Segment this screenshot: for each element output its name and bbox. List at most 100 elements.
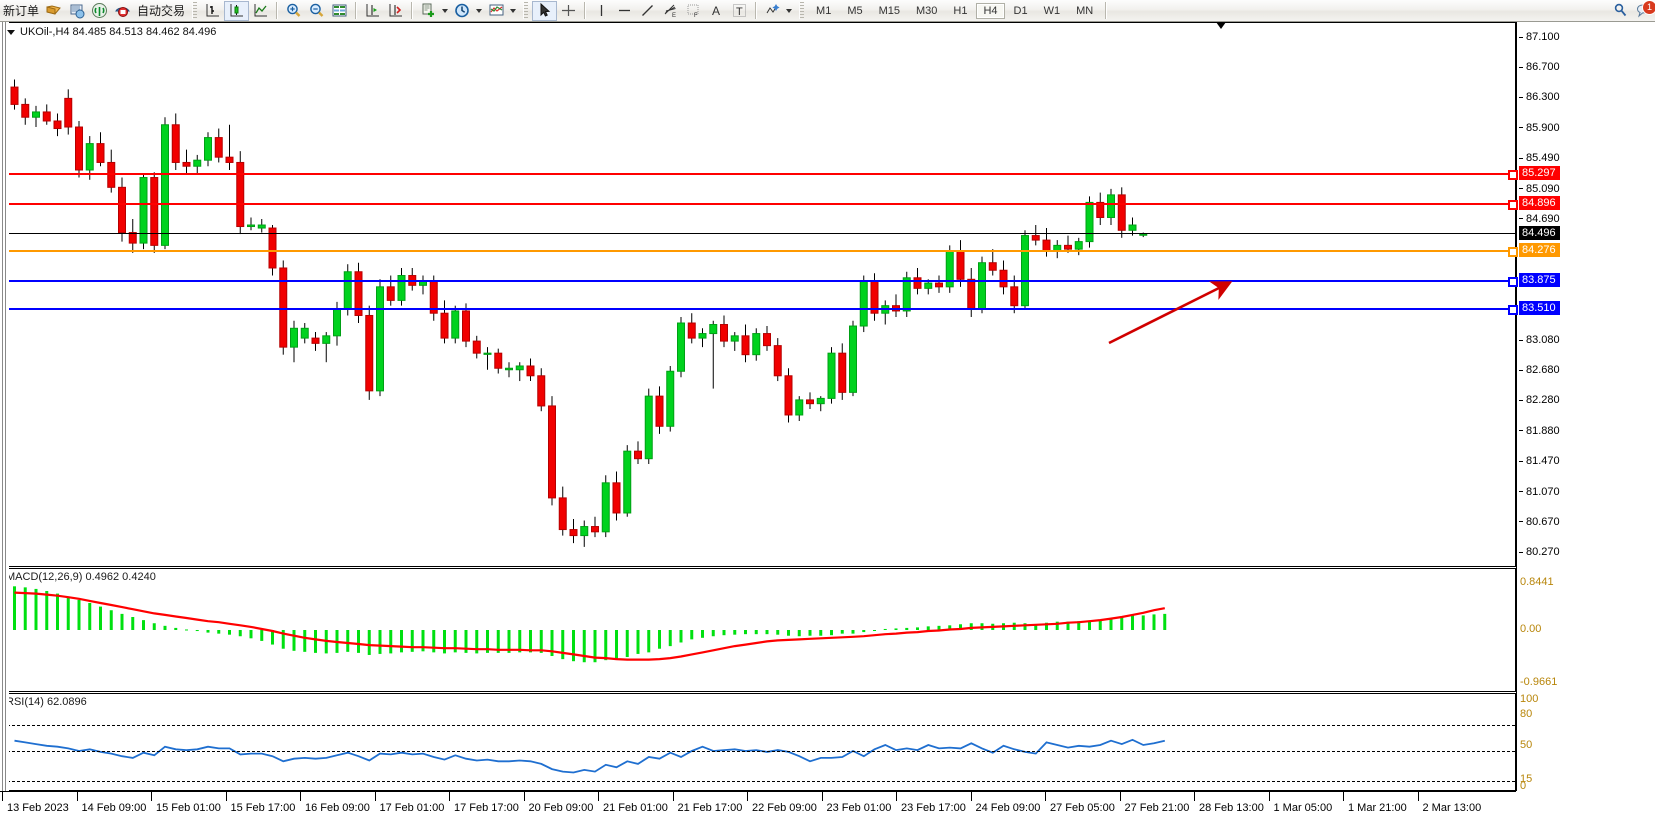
date-tick: 13 Feb 2023 <box>2 792 69 814</box>
new-order-button[interactable]: 新订单 <box>0 1 42 21</box>
level-line-resistance-1[interactable] <box>0 203 1516 206</box>
timeframe-m1[interactable]: M1 <box>816 4 832 17</box>
broadcast-icon[interactable] <box>88 1 111 21</box>
timeframe-m15[interactable]: M15 <box>878 4 900 17</box>
horizontal-line-icon[interactable] <box>613 1 636 21</box>
toolbar-separator-6 <box>1105 2 1108 19</box>
macd-tick: -0.9661 <box>1520 676 1558 688</box>
price-tick: 81.070 <box>1519 486 1560 498</box>
alerts-icon[interactable]: 1 <box>1632 0 1655 21</box>
svg-text:E: E <box>672 13 676 19</box>
price-tick: 85.900 <box>1519 122 1560 134</box>
price-tick: 86.300 <box>1519 91 1560 103</box>
templates-caret-icon[interactable] <box>510 8 517 13</box>
price-tick: 83.080 <box>1519 334 1560 346</box>
date-tick: 27 Feb 21:00 <box>1119 792 1189 814</box>
text-label-icon[interactable]: T <box>728 1 751 21</box>
vertical-line-icon[interactable] <box>590 1 613 21</box>
shapes-icon[interactable] <box>761 1 795 21</box>
macd-pane[interactable]: MACD(12,26,9) 0.4962 0.4240 <box>0 568 1516 692</box>
text-icon[interactable]: A <box>705 1 728 21</box>
date-tick: 22 Feb 09:00 <box>747 792 817 814</box>
rsi-pane[interactable]: RSI(14) 62.0896 <box>0 693 1516 791</box>
zoom-in-icon[interactable] <box>282 1 305 21</box>
indicators-icon[interactable] <box>417 1 451 21</box>
period-icon[interactable] <box>451 1 485 21</box>
level-line-support-1[interactable] <box>0 280 1516 283</box>
level-handle-resistance-2[interactable] <box>1508 169 1518 180</box>
data-window-icon[interactable] <box>328 1 351 21</box>
date-tick: 21 Feb 01:00 <box>598 792 668 814</box>
timeframe-m30[interactable]: M30 <box>916 4 938 17</box>
timeframe-d1[interactable]: D1 <box>1013 4 1028 17</box>
autotrade-button[interactable]: 自动交易 <box>134 1 188 21</box>
line-chart-icon[interactable] <box>249 1 272 21</box>
rsi-tick: 80 <box>1520 708 1533 720</box>
timeframe-h1[interactable]: H1 <box>953 4 968 17</box>
period-caret-icon[interactable] <box>476 8 483 13</box>
price-tick: 86.700 <box>1519 61 1560 73</box>
bar-chart-icon[interactable] <box>201 1 224 21</box>
toolbar-grip-3 <box>799 2 805 19</box>
timeframe-mn[interactable]: MN <box>1076 4 1094 17</box>
date-tick: 28 Feb 13:00 <box>1194 792 1264 814</box>
auto-scroll-icon[interactable] <box>384 1 407 21</box>
svg-text:T: T <box>736 6 743 18</box>
crosshair-icon[interactable] <box>557 1 580 21</box>
rsi-tick: 15 <box>1520 773 1533 785</box>
level-badge-last-price: 84.496 <box>1519 226 1560 241</box>
timeframe-h4[interactable]: H4 <box>976 2 1005 19</box>
candlestick-series <box>10 79 1148 547</box>
price-chart-pane[interactable]: UKOil-,H4 84.485 84.513 84.462 84.496 <box>0 22 1516 567</box>
price-tick: 82.680 <box>1519 364 1560 376</box>
date-tick: 15 Feb 17:00 <box>225 792 295 814</box>
shapes-caret-icon[interactable] <box>786 8 793 13</box>
price-axis[interactable]: 87.100 86.700 86.300 85.900 85.490 85.090 84.6… <box>1516 22 1655 792</box>
chart-shift-icon[interactable] <box>361 1 384 21</box>
svg-text:A: A <box>712 4 720 18</box>
level-handle-pivot[interactable] <box>1508 246 1518 257</box>
rsi-level-15 <box>2 781 1515 783</box>
folder-icon[interactable] <box>42 1 65 21</box>
date-tick: 20 Feb 09:00 <box>523 792 593 814</box>
date-tick: 16 Feb 09:00 <box>300 792 370 814</box>
chart-dropdown-icon[interactable] <box>7 29 15 35</box>
level-handle-support-2[interactable] <box>1508 304 1518 315</box>
new-order-label: 新订单 <box>3 4 40 18</box>
date-tick: 23 Feb 01:00 <box>821 792 891 814</box>
level-badge-support-1: 83.875 <box>1519 273 1560 288</box>
level-line-support-2[interactable] <box>0 307 1516 310</box>
rsi-level-80 <box>2 725 1515 727</box>
chart-area[interactable]: UKOil-,H4 84.485 84.513 84.462 84.496 MA… <box>0 22 1655 823</box>
candlestick-chart-icon[interactable] <box>224 0 250 21</box>
level-badge-support-2: 83.510 <box>1519 300 1560 315</box>
level-line-last-price[interactable] <box>0 233 1516 235</box>
expert-advisor-icon[interactable] <box>111 1 134 21</box>
timeframe-w1[interactable]: W1 <box>1043 4 1061 17</box>
level-line-pivot[interactable] <box>0 249 1516 252</box>
timeframe-m5[interactable]: M5 <box>847 4 863 17</box>
cursor-icon[interactable] <box>532 0 558 21</box>
templates-icon[interactable] <box>485 1 519 21</box>
publish-icon[interactable] <box>65 1 88 21</box>
level-badge-resistance-2: 85.297 <box>1519 165 1560 180</box>
fibonacci-icon[interactable]: E <box>659 1 682 21</box>
date-axis[interactable]: 13 Feb 2023 14 Feb 09:00 15 Feb 01:00 15 Fe… <box>0 791 1516 823</box>
rsi-tick: 100 <box>1520 693 1539 705</box>
search-icon[interactable] <box>1609 1 1632 21</box>
level-badge-resistance-1: 84.896 <box>1519 196 1560 211</box>
zoom-out-icon[interactable] <box>305 1 328 21</box>
toolbar-separator-4 <box>584 2 587 19</box>
level-handle-resistance-1[interactable] <box>1508 200 1518 211</box>
pane-left-gutter <box>0 22 9 791</box>
price-tick: 87.100 <box>1519 31 1560 43</box>
trendline-icon[interactable] <box>636 1 659 21</box>
equidistant-channel-icon[interactable]: F <box>682 1 705 21</box>
indicators-caret-icon[interactable] <box>442 8 449 13</box>
price-tick: 82.280 <box>1519 394 1560 406</box>
level-line-resistance-2[interactable] <box>0 172 1516 175</box>
date-tick: 27 Feb 05:00 <box>1045 792 1115 814</box>
macd-series <box>13 586 1167 663</box>
price-tick: 80.270 <box>1519 546 1560 558</box>
level-handle-support-1[interactable] <box>1508 277 1518 288</box>
